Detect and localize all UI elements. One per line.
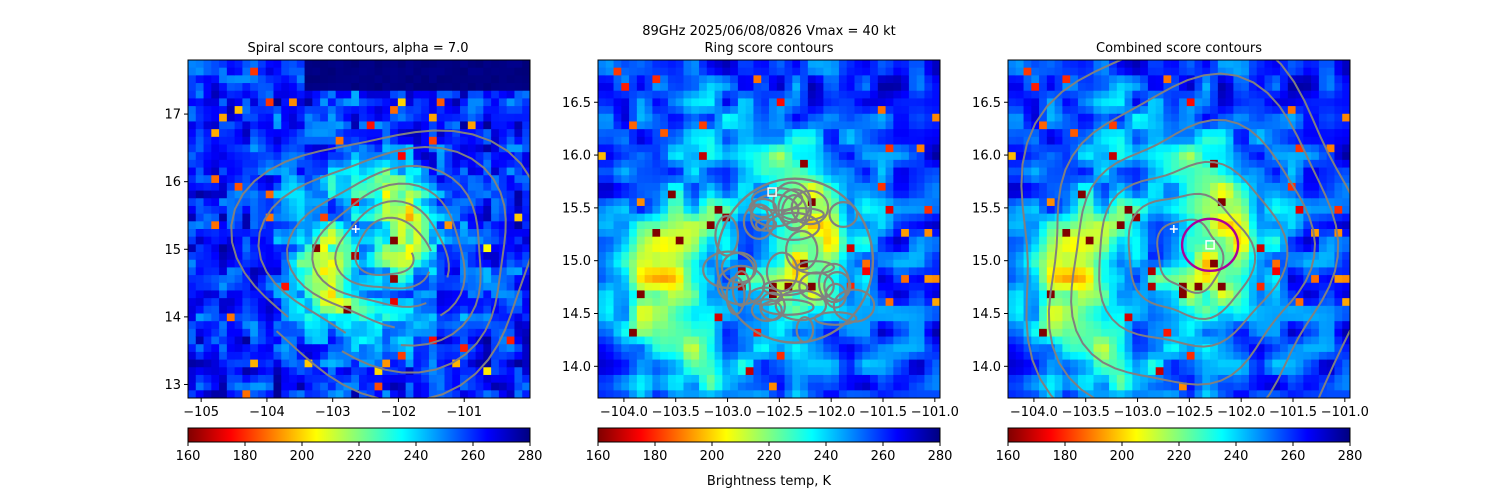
colorbar-tick-label: 180 xyxy=(643,449,668,464)
colorbar-gradient xyxy=(1007,427,1351,443)
y-tick-label: 13 xyxy=(164,378,181,393)
brightness-image xyxy=(1008,60,1350,398)
colorbar-tick-label: 180 xyxy=(1053,449,1078,464)
colorbar-tick-label: 220 xyxy=(1167,449,1192,464)
colorbar-tick-label: 280 xyxy=(1338,449,1363,464)
score-contours xyxy=(230,129,530,398)
score-contours xyxy=(702,177,876,344)
center-plus-marker xyxy=(351,225,360,233)
colorbar-tick-label: 200 xyxy=(290,449,315,464)
colorbar-2: 160 180 200 220 240 260 280 xyxy=(586,427,953,464)
y-tick-label: 14.0 xyxy=(562,360,591,375)
x-tick-label: −104.0 xyxy=(1010,405,1058,420)
colorbar-tick-label: 180 xyxy=(233,449,258,464)
combined-panel: −104.0 −103.5 −103.0 −102.5 −102.0 −101.5 −101… xyxy=(972,59,1369,420)
y-tick-label: 16.5 xyxy=(972,96,1001,111)
x-tick-label: −102.5 xyxy=(1165,405,1213,420)
y-tick-label: 15.0 xyxy=(972,254,1001,269)
axes-frame xyxy=(1007,59,1351,399)
spiral-panel: −105 −104 −103 −102 −101 13 14 15 16 17 xyxy=(164,59,531,420)
x-tick-label: −102 xyxy=(381,405,417,420)
colorbar-tick-label: 240 xyxy=(814,449,839,464)
y-tick-label: 16.0 xyxy=(972,149,1001,164)
x-tick-label: −103.0 xyxy=(703,405,751,420)
axes-frame xyxy=(187,59,531,399)
highlight-ring xyxy=(1180,217,1240,273)
x-tick-label: −105 xyxy=(183,405,219,420)
panel-title-1: Spiral score contours, alpha = 7.0 xyxy=(247,41,468,56)
x-tick-label: −103.5 xyxy=(1062,405,1110,420)
colorbar-1: 160 180 200 220 240 260 280 xyxy=(176,427,543,464)
x-tick-label: −103.5 xyxy=(652,405,700,420)
y-tick-label: 15.5 xyxy=(972,201,1001,216)
x-tick-label: −101.5 xyxy=(859,405,907,420)
colorbar-tick-label: 160 xyxy=(586,449,611,464)
colorbar-tick-label: 160 xyxy=(176,449,201,464)
colorbar-3: 160 180 200 220 240 260 280 xyxy=(996,427,1363,464)
y-tick-label: 17 xyxy=(164,108,181,123)
y-tick-label: 16.5 xyxy=(562,96,591,111)
axes-frame xyxy=(597,59,941,399)
colorbar-tick-label: 280 xyxy=(518,449,543,464)
colorbar-gradient xyxy=(187,427,531,443)
colorbar-tick-label: 200 xyxy=(700,449,725,464)
x-tick-label: −101.0 xyxy=(911,405,959,420)
x-tick-label: −102.0 xyxy=(1217,405,1265,420)
x-tick-label: −102.5 xyxy=(755,405,803,420)
center-square-marker xyxy=(767,187,777,197)
panel-title-2: Ring score contours xyxy=(704,41,833,56)
y-tick-label: 16.0 xyxy=(562,149,591,164)
colorbar-tick-label: 240 xyxy=(1224,449,1249,464)
y-tick-label: 16 xyxy=(164,175,181,190)
x-tick-label: −103.0 xyxy=(1113,405,1161,420)
colorbar-tick-label: 200 xyxy=(1110,449,1135,464)
colorbar-tick-label: 160 xyxy=(996,449,1021,464)
x-tick-label: −104.0 xyxy=(600,405,648,420)
colorbar-label: Brightness temp, K xyxy=(707,474,832,489)
colorbar-tick-label: 220 xyxy=(757,449,782,464)
y-tick-label: 15 xyxy=(164,243,181,258)
y-tick-label: 14.5 xyxy=(972,307,1001,322)
colorbar-tick-label: 280 xyxy=(928,449,953,464)
colorbar-tick-label: 260 xyxy=(461,449,486,464)
colorbar-gradient xyxy=(597,427,941,443)
y-tick-label: 14.5 xyxy=(562,307,591,322)
colorbar-tick-label: 220 xyxy=(347,449,372,464)
center-plus-marker xyxy=(1169,225,1178,233)
center-square-marker xyxy=(1205,240,1215,250)
panel-title-3: Combined score contours xyxy=(1096,41,1262,56)
colorbar-tick-label: 260 xyxy=(871,449,896,464)
x-tick-label: −101 xyxy=(446,405,482,420)
x-tick-label: −102.0 xyxy=(807,405,855,420)
figure-suptitle: 89GHz 2025/06/08/0826 Vmax = 40 kt xyxy=(642,24,896,39)
y-tick-label: 15.0 xyxy=(562,254,591,269)
x-tick-label: −104 xyxy=(249,405,285,420)
x-tick-label: −101.5 xyxy=(1269,405,1317,420)
colorbar-tick-label: 240 xyxy=(404,449,429,464)
colorbar-tick-label: 260 xyxy=(1281,449,1306,464)
y-tick-label: 15.5 xyxy=(562,201,591,216)
x-tick-label: −103 xyxy=(315,405,351,420)
y-tick-label: 14.0 xyxy=(972,360,1001,375)
score-contours xyxy=(1020,60,1350,398)
ring-panel: −104.0 −103.5 −103.0 −102.5 −102.0 −101.5 −101… xyxy=(562,59,959,420)
y-tick-label: 14 xyxy=(164,310,181,325)
x-tick-label: −101.0 xyxy=(1321,405,1369,420)
